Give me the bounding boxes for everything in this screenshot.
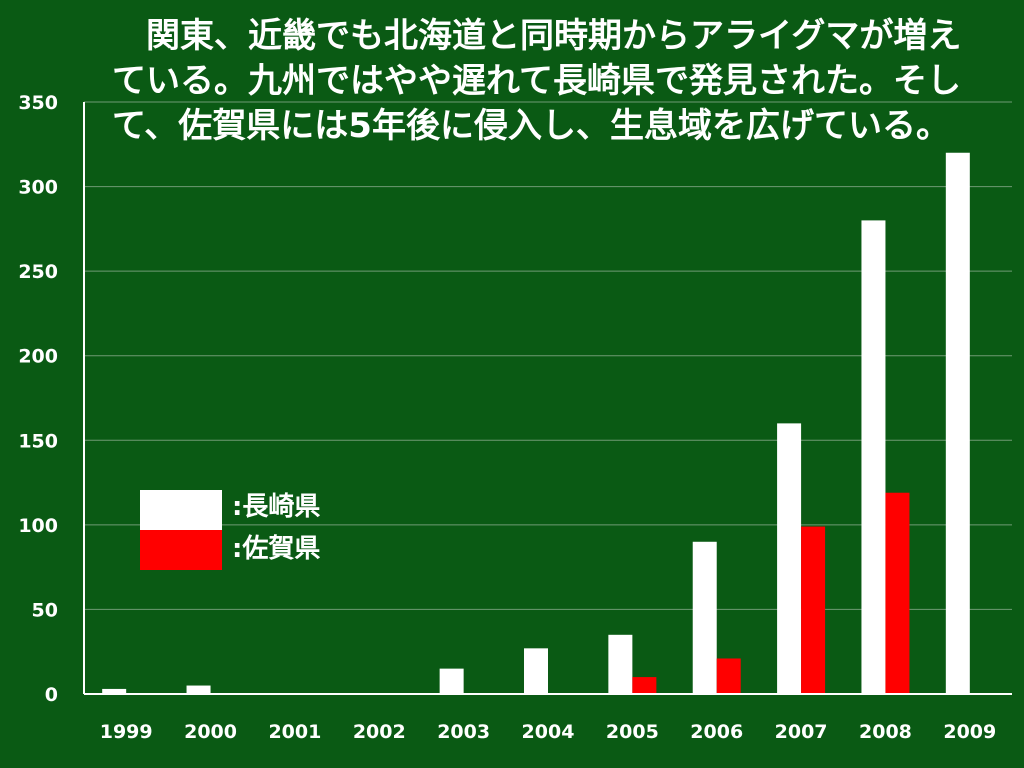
bar-2008-series-0 [861, 220, 886, 694]
slide-headline: 関東、近畿でも北海道と同時期からアライグマが増えている。九州ではやや遅れて長崎県… [112, 16, 962, 146]
bar-2004-series-0 [524, 648, 548, 694]
bar-2007-series-1 [801, 526, 826, 694]
x-tick-label: 2005 [606, 721, 659, 743]
x-tick-label: 2008 [859, 721, 912, 743]
bar-2006-series-0 [692, 541, 717, 694]
y-tick-label: 350 [18, 92, 58, 114]
y-tick-label: 150 [18, 430, 58, 452]
bar-2006-series-1 [716, 658, 741, 694]
bar-2005-series-0 [608, 634, 633, 694]
bar-2000-series-0 [186, 685, 211, 694]
bars [102, 152, 970, 694]
x-tick-label: 2002 [353, 721, 406, 743]
bar-2008-series-1 [885, 492, 910, 694]
x-tick-label: 2000 [184, 721, 237, 743]
legend-swatch-nagasaki [140, 490, 222, 530]
y-tick-label: 300 [18, 177, 58, 199]
x-tick-label: 2001 [268, 721, 321, 743]
bar-2009-series-0 [945, 152, 970, 694]
legend-label-saga: :佐賀県 [232, 534, 321, 564]
gridlines [84, 101, 1012, 610]
x-tick-label: 2006 [690, 721, 743, 743]
y-tick-label: 200 [18, 346, 58, 368]
bar-2003-series-0 [439, 668, 464, 694]
bar-1999-series-0 [102, 688, 127, 694]
y-tick-label: 250 [18, 261, 58, 283]
x-tick-label: 2009 [943, 721, 996, 743]
y-tick-label: 100 [18, 515, 58, 537]
y-tick-label: 50 [32, 599, 58, 621]
y-tick-label: 0 [45, 684, 58, 706]
bar-2005-series-1 [632, 677, 657, 694]
legend-label-nagasaki: :長崎県 [232, 492, 321, 522]
legend-swatch-saga [140, 530, 222, 570]
x-tick-label: 2003 [437, 721, 490, 743]
x-tick-labels: 1999 2000 2001 2002 2003 2004 2005 2006 2007 2008… [100, 721, 997, 743]
x-tick-label: 2007 [775, 721, 828, 743]
y-tick-labels: 0 50 100 150 200 250 300 350 [18, 92, 58, 706]
bar-2007-series-0 [777, 423, 802, 694]
x-tick-label: 2004 [522, 721, 575, 743]
x-tick-label: 1999 [100, 721, 153, 743]
axes [83, 102, 1012, 695]
